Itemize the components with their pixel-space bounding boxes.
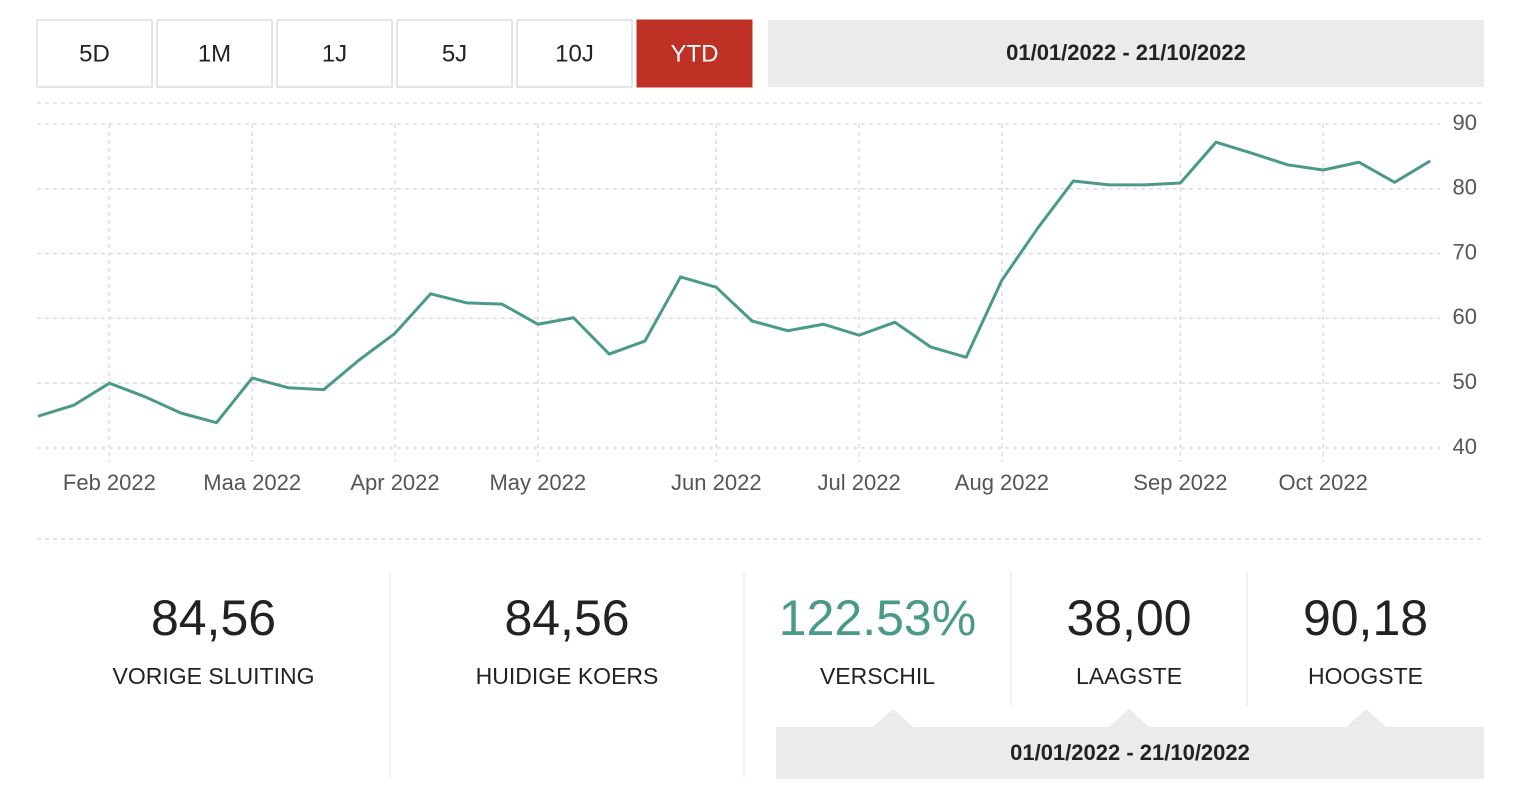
range-button-label[interactable]: 1M	[198, 40, 231, 67]
stat-label: LAAGSTE	[1076, 663, 1182, 689]
stat-label: VERSCHIL	[820, 663, 935, 689]
range-button-label[interactable]: 1J	[322, 40, 347, 67]
y-tick-label: 60	[1453, 304, 1477, 329]
x-tick-label: Jun 2022	[671, 470, 762, 495]
x-tick-label: Maa 2022	[203, 470, 301, 495]
date-range-box	[768, 20, 1484, 87]
y-tick-label: 40	[1453, 434, 1477, 459]
pointer	[1109, 709, 1149, 727]
stats-date-box	[776, 727, 1484, 779]
price-line	[37, 140, 1432, 425]
x-tick-label: May 2022	[489, 470, 586, 495]
range-button[interactable]	[636, 19, 753, 88]
x-tick-label: Aug 2022	[955, 470, 1049, 495]
range-button-label[interactable]: YTD	[671, 40, 719, 67]
x-tick-label: Jul 2022	[818, 470, 901, 495]
pointer	[1346, 709, 1386, 727]
y-tick-label: 80	[1453, 175, 1477, 200]
range-button[interactable]	[396, 19, 513, 88]
range-button[interactable]	[36, 19, 153, 88]
range-button[interactable]	[276, 19, 393, 88]
stat-label: HUIDIGE KOERS	[476, 663, 659, 689]
stat-value: 38,00	[1066, 590, 1191, 646]
stat-label: VORIGE SLUITING	[113, 663, 315, 689]
range-button-label[interactable]: 10J	[555, 40, 594, 67]
stats-date-range: 01/01/2022 - 21/10/2022	[1010, 740, 1250, 765]
x-tick-label: Sep 2022	[1133, 470, 1227, 495]
y-tick-label: 90	[1453, 110, 1477, 135]
pointer	[873, 709, 913, 727]
stat-label: HOOGSTE	[1308, 663, 1423, 689]
range-button-label[interactable]: 5D	[79, 40, 110, 67]
date-range: 01/01/2022 - 21/10/2022	[1006, 40, 1246, 65]
stat-value: 122.53%	[779, 590, 976, 646]
range-button[interactable]	[516, 19, 633, 88]
stat-value: 84,56	[504, 590, 629, 646]
stat-value: 84,56	[151, 590, 276, 646]
y-tick-label: 70	[1453, 239, 1477, 264]
y-tick-label: 50	[1453, 369, 1477, 394]
x-tick-label: Feb 2022	[63, 470, 156, 495]
x-tick-label: Apr 2022	[350, 470, 439, 495]
range-button[interactable]	[156, 19, 273, 88]
x-tick-label: Oct 2022	[1279, 470, 1368, 495]
range-button-label[interactable]: 5J	[442, 40, 467, 67]
stat-value: 90,18	[1303, 590, 1428, 646]
